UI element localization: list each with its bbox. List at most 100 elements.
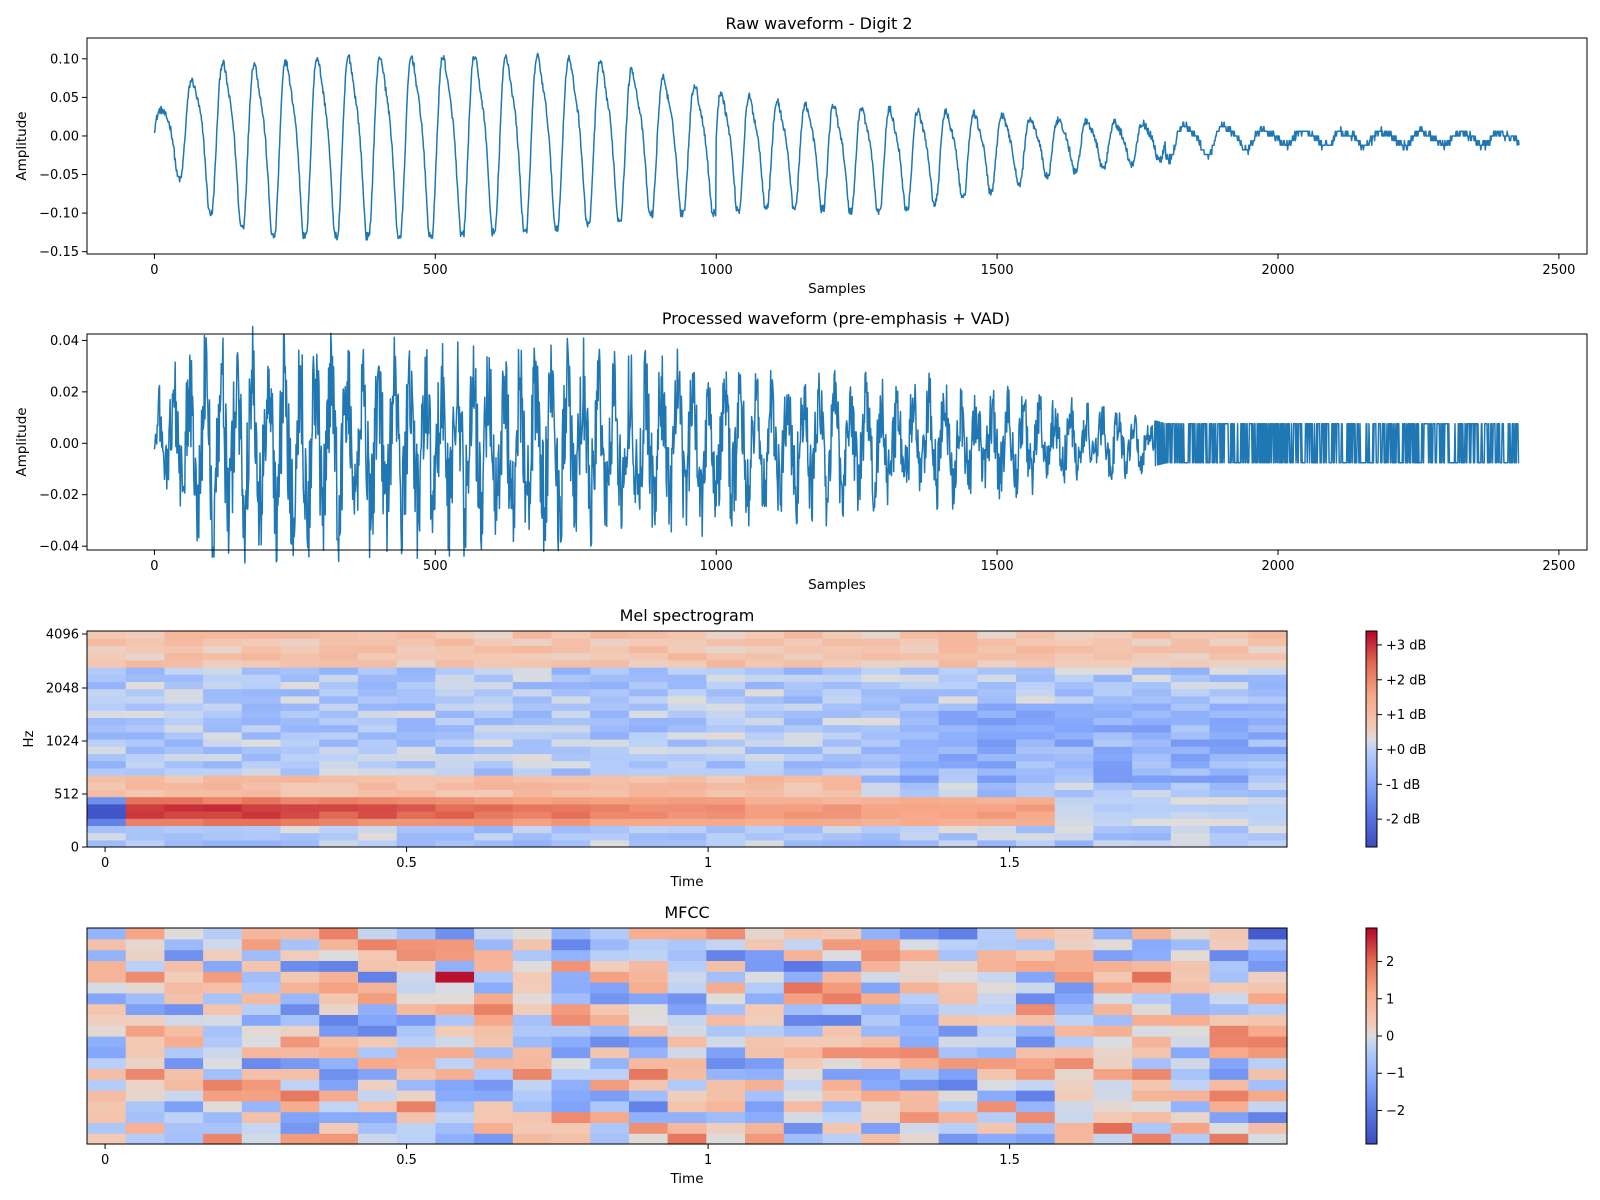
- heatmap-cell: [1248, 1057, 1288, 1069]
- heatmap-cell: [977, 992, 1017, 1005]
- heatmap-cell: [125, 731, 166, 740]
- heatmap-cell: [822, 703, 862, 711]
- heatmap-cell: [87, 1122, 127, 1134]
- heatmap-cell: [512, 710, 553, 718]
- heatmap-cell: [745, 825, 785, 834]
- heatmap-cell: [319, 739, 359, 747]
- heatmap-cell: [1016, 839, 1056, 848]
- heatmap-cell: [1054, 1025, 1095, 1037]
- heatmap-cell: [203, 1090, 243, 1102]
- heatmap-cell: [628, 645, 669, 654]
- heatmap-cell: [551, 982, 591, 994]
- heatmap-cell: [203, 638, 243, 646]
- heatmap-cell: [125, 681, 166, 690]
- heatmap-cell: [977, 1003, 1017, 1015]
- heatmap-cell: [899, 674, 940, 682]
- heatmap-cell: [357, 782, 398, 790]
- heatmap-cell: [783, 811, 824, 819]
- heatmap-cell: [1054, 688, 1095, 697]
- heatmap-cell: [745, 1003, 785, 1015]
- heatmap-cell: [1093, 803, 1133, 812]
- heatmap-cell: [1132, 695, 1172, 704]
- heatmap-cell: [1248, 767, 1288, 776]
- heatmap-cell: [319, 928, 359, 940]
- heatmap-cell: [280, 1079, 320, 1091]
- heatmap-cell: [87, 832, 127, 841]
- heatmap-cell: [280, 631, 320, 639]
- heatmap-cell: [357, 796, 398, 805]
- heatmap-cell: [1170, 667, 1211, 675]
- heatmap-cell: [280, 731, 320, 740]
- heatmap-cell: [938, 652, 978, 661]
- heatmap-cell: [87, 703, 127, 711]
- heatmap-cell: [87, 767, 127, 776]
- heatmap-cell: [474, 652, 514, 661]
- heatmap-cell: [1132, 688, 1172, 697]
- raw-waveform-plot-area: 0 500 1000 1500 2000 25000.100.050.00−0.05−0.…: [39, 52, 1575, 278]
- heatmap-cell: [319, 667, 359, 675]
- heatmap-cell: [822, 949, 862, 961]
- mel-spectrogram-colorbar: +3 dB+2 dB+1 dB+0 dB-1 dB-2 dB: [1365, 630, 1426, 848]
- heatmap-cell: [1093, 753, 1133, 762]
- heatmap-cell: [745, 667, 785, 675]
- heatmap-cell: [899, 746, 940, 754]
- heatmap-cell: [164, 760, 204, 769]
- heatmap-cell: [1054, 949, 1095, 961]
- heatmap-cell: [667, 1068, 707, 1080]
- heatmap-cell: [1016, 710, 1056, 718]
- heatmap-cell: [1248, 631, 1288, 639]
- heatmap-cell: [938, 960, 978, 972]
- colorbar-gradient: [1366, 631, 1377, 847]
- heatmap-cell: [435, 767, 475, 776]
- heatmap-cell: [203, 960, 243, 972]
- heatmap-cell: [938, 710, 978, 718]
- heatmap-cell: [512, 667, 553, 675]
- heatmap-cell: [1209, 782, 1249, 790]
- heatmap-cell: [822, 717, 862, 726]
- heatmap-cell: [1170, 982, 1211, 994]
- heatmap-cell: [512, 1122, 553, 1134]
- heatmap-cell: [87, 674, 127, 682]
- heatmap-cell: [357, 992, 398, 1005]
- heatmap-cell: [435, 688, 475, 697]
- heatmap-cell: [745, 710, 785, 718]
- heatmap-cell: [87, 1003, 127, 1015]
- heatmap-cell: [590, 1111, 630, 1123]
- heatmap-cell: [667, 825, 707, 834]
- heatmap-cell: [241, 928, 282, 940]
- heatmap-cell: [87, 695, 127, 704]
- heatmap-cell: [1016, 688, 1056, 697]
- colorbar-tick-label: 0: [1386, 1030, 1394, 1045]
- heatmap-cell: [1209, 767, 1249, 776]
- heatmap-cell: [474, 688, 514, 697]
- heatmap-cell: [319, 1079, 359, 1091]
- heatmap-cell: [203, 825, 243, 834]
- waveform-line: [153, 52, 1520, 241]
- heatmap-cell: [1016, 1122, 1056, 1134]
- heatmap-cell: [977, 1036, 1017, 1048]
- heatmap-cell: [938, 724, 978, 733]
- heatmap-cell: [706, 832, 746, 841]
- heatmap-cell: [1016, 724, 1056, 733]
- heatmap-cell: [357, 1079, 398, 1091]
- x-tick-label: 1500: [981, 263, 1014, 278]
- heatmap-cell: [319, 789, 359, 798]
- heatmap-cell: [474, 928, 514, 940]
- heatmap-cell: [319, 803, 359, 812]
- heatmap-cell: [280, 832, 320, 841]
- heatmap-cell: [783, 731, 824, 740]
- heatmap-cell: [203, 1057, 243, 1069]
- heatmap-cell: [861, 753, 901, 762]
- heatmap-cell: [783, 789, 824, 798]
- heatmap-cell: [319, 760, 359, 769]
- mfcc-frame: [86, 927, 1288, 1145]
- heatmap-cell: [745, 1100, 785, 1113]
- heatmap-cell: [822, 1090, 862, 1102]
- heatmap-cell: [1093, 832, 1133, 841]
- heatmap-cell: [396, 960, 436, 972]
- heatmap-cell: [241, 1046, 282, 1059]
- heatmap-cell: [396, 760, 436, 769]
- heatmap-cell: [357, 775, 398, 783]
- heatmap-cell: [1054, 1014, 1095, 1026]
- heatmap-cell: [590, 775, 630, 783]
